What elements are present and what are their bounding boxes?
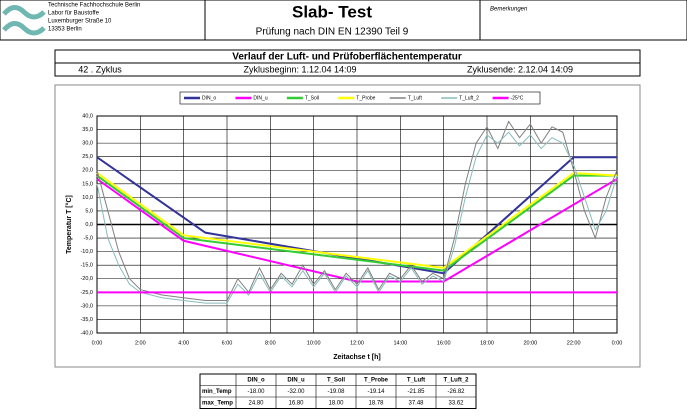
y-tick-label: -35,0: [80, 317, 93, 323]
y-tick-label: -40,0: [80, 330, 93, 336]
logo: [2, 21, 46, 36]
legend-label: DIN_u: [253, 95, 267, 101]
summary-table: DIN_o DIN_u T_Soll T_Probe T_Luft T_Luft_2min…: [199, 373, 477, 409]
table-cell: 18.78: [368, 400, 384, 406]
table-cell: -26.82: [447, 389, 465, 395]
x-tick-label: 20:00: [523, 340, 537, 346]
remarks: Bemerkungen: [490, 7, 528, 13]
y-tick-label: -10,0: [80, 249, 93, 255]
header-box: [0, 0, 687, 41]
x-tick-label: 18:00: [480, 340, 494, 346]
x-tick-label: 0:00: [612, 340, 623, 346]
x-tick-label: 2:00: [135, 340, 146, 346]
table-cell: -32.00: [287, 389, 305, 395]
table-cell: -18.00: [247, 389, 265, 395]
row-label: min_Temp: [202, 389, 232, 395]
x-tick-label: 16:00: [437, 340, 451, 346]
y-tick-label: -25,0: [80, 290, 93, 296]
x-tick-label: 8:00: [265, 340, 276, 346]
logo: [2, 5, 46, 20]
y-tick-label: -20,0: [80, 276, 93, 282]
table-cell: 18.00: [328, 400, 344, 406]
y-tick-label: 5,0: [85, 208, 93, 214]
y-tick-label: -5,0: [84, 236, 93, 242]
y-tick-label: 0,0: [85, 222, 93, 228]
line: [96, 171, 618, 269]
y-tick-label: -15,0: [80, 263, 93, 269]
line: [96, 120, 618, 301]
table-cell: -19.08: [327, 389, 345, 395]
y-tick-label: 25,0: [82, 154, 93, 160]
subtitle: Prüfung nach DIN EN 12390 Teil 9: [256, 27, 409, 38]
cycle-start: Zyklusbeginn: 1.12.04 14:09: [243, 64, 356, 74]
cycle-end: Zyklusende: 2.12.04 14:09: [467, 64, 573, 74]
table-header: DIN_u: [287, 377, 305, 383]
legend-label: T_Luft_2: [459, 95, 479, 101]
legend-label: T_Luft: [408, 95, 423, 101]
table-cell: 33.62: [448, 400, 464, 406]
institution: Luxemburger Straße 10: [48, 19, 112, 25]
y-tick-label: 40,0: [82, 113, 93, 119]
y-tick-label: 35,0: [82, 127, 93, 133]
y-tick-label: 30,0: [82, 141, 93, 147]
table-cell: 37.48: [408, 400, 424, 406]
table-cell: -19.14: [367, 389, 385, 395]
institution: Technische Fachhochschule Berlin: [48, 3, 140, 9]
y-tick-label: -30,0: [80, 303, 93, 309]
line: [96, 156, 617, 275]
title: Slab- Test: [292, 2, 372, 21]
cycle: 42 . Zyklus: [78, 64, 122, 74]
table-header: DIN_o: [247, 377, 265, 383]
table-cell: -21.85: [407, 389, 425, 395]
chart-heading: Verlauf der Luft- und Prüfoberflächentem…: [232, 52, 462, 63]
x-tick-label: 14:00: [393, 340, 407, 346]
legend-label: DIN_o: [202, 95, 216, 101]
x-tick-label: 4:00: [178, 340, 189, 346]
legend-label: -25°C: [511, 95, 524, 101]
y-tick-label: 15,0: [82, 181, 93, 187]
table-header: T_Soll: [327, 377, 345, 383]
x-tick-label: 0:00: [92, 340, 103, 346]
row-label: max_Temp: [202, 400, 233, 406]
legend: [179, 91, 541, 105]
legend-label: T_Probe: [356, 95, 375, 101]
table-header: T_Probe: [364, 377, 389, 383]
y-tick-label: 20,0: [82, 168, 93, 174]
line: [96, 178, 618, 283]
chart-frame: [54, 84, 641, 368]
x-tick-label: 6:00: [222, 340, 233, 346]
line: [96, 174, 617, 272]
x-tick-label: 10:00: [307, 340, 321, 346]
institution: 13353 Berlin: [48, 27, 82, 33]
institution: Labor für Baustoffe: [48, 11, 100, 17]
x-tick-label: 12:00: [350, 340, 364, 346]
table-cell: 16.80: [288, 400, 304, 406]
table-cell: 24.80: [248, 400, 264, 406]
legend-label: T_Soll: [305, 95, 319, 101]
x-axis-label: Zeitachse t [h]: [333, 354, 380, 361]
table-header: T_Luft_2: [443, 377, 469, 383]
y-axis-label: Temperatur T [°C]: [65, 195, 73, 254]
x-tick-label: 22:00: [567, 340, 581, 346]
table-header: T_Luft: [407, 377, 425, 383]
y-tick-label: 10,0: [82, 195, 93, 201]
